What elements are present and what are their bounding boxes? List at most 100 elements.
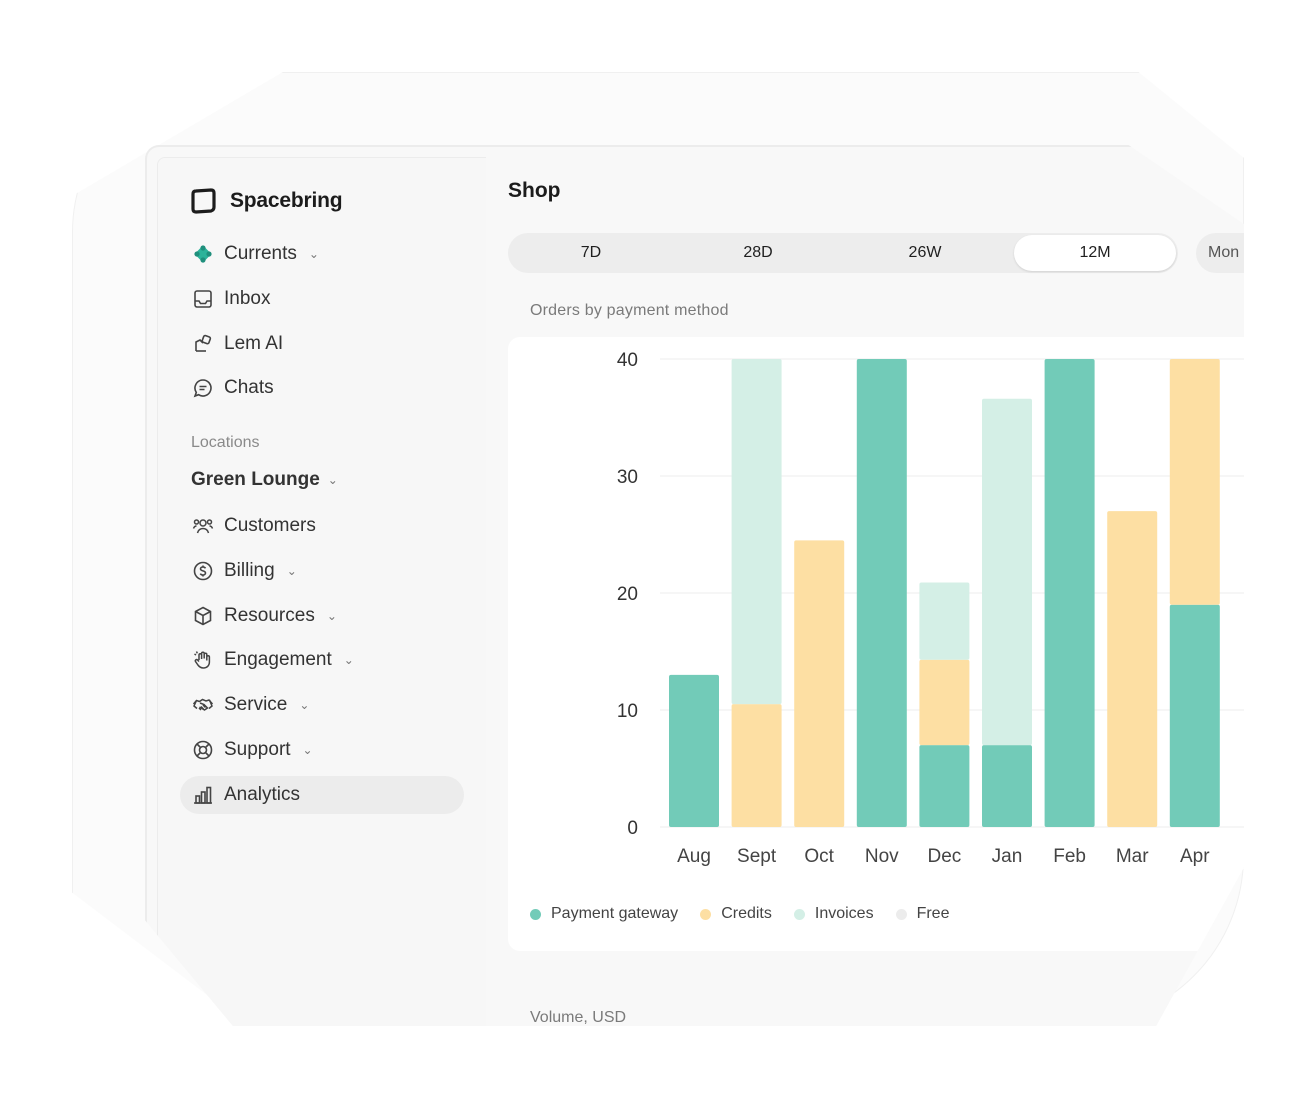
support-icon [192,739,214,761]
brand: Spacebring [190,188,343,214]
locations-label: Locations [191,434,260,451]
legend-dot [895,908,907,920]
sidebar-item-label: Billing [224,559,275,581]
x-tick-label: Nov [865,846,899,867]
sidebar-item-label: Currents [224,243,297,264]
y-tick-label: 20 [617,584,638,605]
customers-icon [192,515,214,537]
chart-legend: Payment gateway Credits Invoices Free [530,905,949,923]
legend-dot [700,908,712,920]
engagement-icon [192,649,214,671]
service-icon [192,694,214,716]
sidebar-item-label: Analytics [224,783,301,805]
sidebar-item-lem-ai[interactable]: Lem AI [180,325,464,363]
sidebar-item-engagement[interactable]: Engagement ⌄ [180,641,464,679]
sidebar: Spacebring Currents ⌄ Inbox Lem AI Chats Loc… [157,157,487,1026]
range-26w-button[interactable]: 26W [908,244,942,261]
app-window: Spacebring Currents ⌄ Inbox Lem AI Chats Loc… [145,145,1244,1026]
bar-payment-gateway-jan[interactable] [982,745,1032,827]
billing-icon [192,560,214,582]
chat-icon [192,377,214,399]
chevron-down-icon: ⌄ [286,563,297,578]
bar-credits-oct[interactable] [794,540,845,827]
sidebar-item-label: Engagement [224,649,332,671]
legend-label: Credits [721,905,772,922]
sidebar-item-currents[interactable]: Currents ⌄ [180,235,464,273]
currents-icon [192,243,214,265]
lem-ai-icon [192,333,214,355]
sidebar-item-label: Chats [224,377,274,399]
bar-invoices-dec[interactable] [919,582,970,660]
chevron-down-icon: ⌄ [299,698,310,713]
sidebar-item-label: Inbox [224,287,271,309]
bar-invoices-jan[interactable] [982,398,1032,746]
sidebar-item-billing[interactable]: Billing ⌄ [180,552,464,590]
range-12m-button[interactable]: 12M [1014,235,1176,271]
period-button[interactable]: Mon [1196,233,1244,273]
chart-card: 0 10 20 30 40 Aug Sept Oct Nov Dec Jan Feb Mar Apr M P… [508,337,1244,951]
legend-item-free[interactable]: Free [895,905,950,923]
x-tick-label: Apr [1180,846,1210,867]
bar-payment-gateway-nov[interactable] [856,359,907,827]
range-7d-button[interactable]: 7D [580,244,602,261]
legend-dot [530,908,541,920]
volume-heading: Volume, USD [530,1009,627,1026]
location-selector[interactable]: Green Lounge ⌄ [191,469,338,491]
bar-payment-gateway-aug[interactable] [669,674,719,827]
x-tick-label: Sept [737,846,777,867]
sidebar-item-label: Resources [224,604,315,626]
legend-label: Free [916,905,950,922]
sidebar-item-label: Lem AI [224,332,284,354]
x-tick-label: Oct [804,846,834,867]
chevron-down-icon: ⌄ [308,247,319,261]
sidebar-item-service[interactable]: Service ⌄ [180,686,464,724]
chevron-down-icon: ⌄ [326,608,337,623]
bar-credits-dec[interactable] [919,659,970,746]
x-tick-label: Jan [992,846,1023,867]
sidebar-item-label: Service [224,694,288,716]
legend-dot [793,908,805,920]
sidebar-item-label: Support [224,739,291,760]
legend-item-invoices[interactable]: Invoices [793,905,874,923]
brand-name: Spacebring [230,189,343,212]
legend-item-credits[interactable]: Credits [700,905,772,923]
chevron-down-icon: ⌄ [327,473,338,487]
sidebar-item-inbox[interactable]: Inbox [180,280,464,318]
bar-invoices-sept[interactable] [731,359,782,705]
range-28d-button[interactable]: 28D [743,244,773,261]
sidebar-item-label: Customers [224,515,316,536]
legend-label: Payment gateway [551,905,679,922]
y-tick-label: 40 [617,350,638,371]
page-title: Shop [508,179,561,202]
chart-heading: Orders by payment method [530,302,729,319]
location-name: Green Lounge [191,469,320,490]
sidebar-item-support[interactable]: Support ⌄ [180,731,464,769]
x-tick-label: Mar [1116,846,1149,867]
y-tick-label: 0 [627,818,638,839]
inbox-icon [192,288,214,310]
x-tick-label: Dec [928,846,962,867]
sidebar-item-customers[interactable]: Customers [180,507,464,545]
legend-label: Invoices [814,905,874,922]
bar-credits-sept[interactable] [731,704,782,827]
y-tick-label: 10 [617,701,638,722]
sidebar-item-chats[interactable]: Chats [180,369,464,407]
sidebar-item-resources[interactable]: Resources ⌄ [180,597,464,635]
main-panel: Shop 7D 28D 26W 12M Mon Orders by paymen… [486,157,1244,1026]
x-tick-label: Aug [677,846,711,867]
bar-payment-gateway-dec[interactable] [919,745,970,827]
bar-credits-mar[interactable] [1107,511,1158,827]
x-tick-label: Feb [1053,846,1086,867]
range-selector: 7D 28D 26W 12M [508,233,1178,273]
chevron-down-icon: ⌄ [343,653,354,668]
legend-item-payment-gateway[interactable]: Payment gateway [530,905,678,923]
bar-payment-gateway-apr[interactable] [1169,604,1220,827]
analytics-icon [192,784,214,806]
bar-payment-gateway-feb[interactable] [1044,359,1095,827]
bar-credits-apr[interactable] [1169,359,1220,605]
y-tick-label: 30 [617,467,638,488]
sidebar-item-analytics[interactable]: Analytics [180,775,464,814]
spacebring-logo-icon [191,188,216,214]
resources-icon [192,605,214,627]
